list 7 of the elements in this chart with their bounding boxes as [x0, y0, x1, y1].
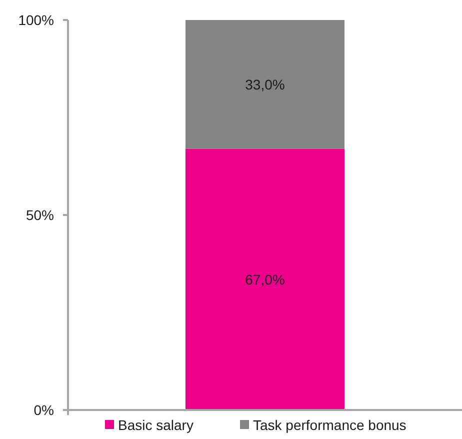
legend-label: Task performance bonus [253, 417, 406, 433]
legend-label: Basic salary [118, 417, 194, 433]
y-tick-label: 100% [18, 12, 54, 28]
y-tick-label: 0% [34, 402, 54, 418]
y-tick-label: 50% [26, 207, 54, 223]
data-label: 67,0% [245, 271, 285, 288]
data-label: 33,0% [245, 76, 285, 92]
